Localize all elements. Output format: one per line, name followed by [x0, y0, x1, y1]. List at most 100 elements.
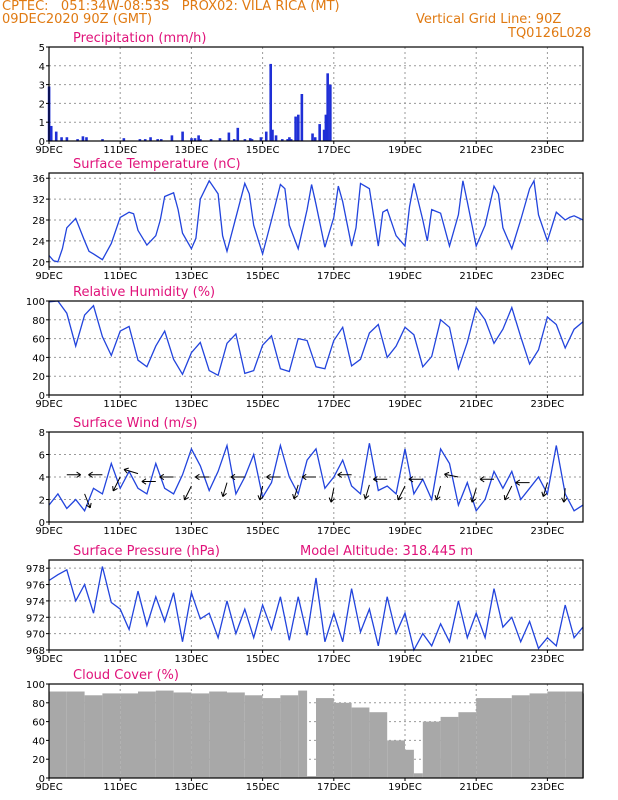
panel-6-bar-28 — [511, 695, 530, 778]
panel-1-bar-41 — [311, 133, 314, 141]
panel-1-bar-9 — [122, 138, 126, 141]
panel-1-bar-38 — [294, 116, 297, 141]
panel-1-title: Precipitation (mm/h) — [73, 31, 206, 46]
panel-1-bar-22 — [218, 138, 222, 141]
panel-4-wind-vector-27 — [541, 482, 548, 498]
panel-1-bar-44 — [322, 129, 326, 141]
panel-6-bar-9 — [209, 691, 227, 778]
panel-4-wind-vector-26 — [515, 479, 530, 486]
panel-2-xtick-label-1: 11DEC — [103, 271, 137, 282]
panel-4-wind-vector-23 — [470, 488, 477, 503]
panel-1-bar-35 — [286, 139, 289, 141]
panel-1-bar-15 — [170, 135, 174, 141]
panel-1-bar-7 — [85, 137, 88, 141]
panel-1-ytick-label-2: 2 — [39, 99, 45, 110]
panel-1-bar-42 — [313, 137, 317, 141]
panel-2-xtick-label-3: 15DEC — [246, 271, 280, 282]
panel-3-ytick-label-1: 20 — [32, 372, 45, 383]
panel-1-bar-47 — [329, 84, 332, 141]
panel-6-bar-11 — [244, 695, 263, 778]
panel-1-bar-32 — [271, 129, 274, 141]
panel-1-ytick-label-3: 3 — [39, 81, 45, 92]
panel-1-xtick-label-2: 13DEC — [175, 145, 209, 156]
panel-1-bar-24 — [232, 139, 236, 141]
panel-4-wind-vector-10 — [230, 473, 245, 481]
panel-2-ytick-label-4: 36 — [32, 174, 45, 185]
panel-6-xtick-label-6: 21DEC — [459, 782, 493, 793]
panel-1-bar-4 — [65, 137, 69, 141]
panel-3-xtick-label-0: 9DEC — [35, 399, 62, 410]
panel-6-xtick-label-1: 11DEC — [103, 782, 137, 793]
panel-4-wind-vector-20 — [408, 476, 423, 483]
panel-2-xtick-label-0: 9DEC — [35, 271, 62, 282]
panel-3-title: Relative Humidity (%) — [73, 285, 215, 300]
panel-4-wind-vector-1 — [84, 493, 92, 509]
panel-6-bar-0 — [49, 691, 67, 778]
panel-4-wind-vector-9 — [220, 482, 228, 498]
panel-6-bar-24 — [440, 716, 459, 778]
panel-5-xtick-label-3: 15DEC — [246, 654, 280, 665]
panel-4-wind-vector-5 — [141, 478, 156, 485]
panel-2-ytick-label-1: 24 — [32, 237, 45, 248]
panel-3-series-line — [48, 300, 584, 377]
date-line: 09DEC2020 90Z (GMT) — [2, 12, 153, 27]
panel-6-bar-30 — [547, 691, 566, 778]
panel-4-xtick-label-0: 9DEC — [35, 526, 62, 537]
panel-6-bar-31 — [565, 691, 583, 778]
panel-4-wind-vector-24 — [479, 476, 494, 483]
panel-4-wind-vector-16 — [337, 471, 352, 478]
panel-4-wind-vector-13 — [292, 484, 299, 500]
panel-2-ytick-label-0: 20 — [32, 258, 45, 269]
panel-4-wind-vector-3 — [112, 476, 121, 492]
panel-6-bar-18 — [351, 707, 370, 778]
panel-6-bar-26 — [476, 698, 494, 778]
panel-6-bar-12 — [262, 698, 281, 778]
panel-4-wind-vector-25 — [503, 485, 513, 501]
panel-6-bar-19 — [369, 712, 388, 778]
panel-1-bar-8 — [101, 139, 104, 141]
station-line: CPTEC: 051:34W-08:53S PROX02: VILA RICA … — [2, 0, 340, 14]
panel-6-xtick-label-4: 17DEC — [317, 782, 351, 793]
panel-6-bar-3 — [102, 693, 121, 778]
panel-1-bar-23 — [227, 132, 231, 141]
panel-1-xtick-label-6: 21DEC — [459, 145, 493, 156]
panel-3-xtick-label-2: 13DEC — [175, 399, 209, 410]
panel-3-ytick-label-2: 40 — [32, 353, 45, 364]
panel-3-xtick-label-3: 15DEC — [246, 399, 280, 410]
panel-3-xtick-label-6: 21DEC — [459, 399, 493, 410]
panel-4-wind-vector-0 — [66, 471, 82, 478]
panel-4-xtick-label-3: 15DEC — [246, 526, 280, 537]
panel-4-wind-vector-19 — [396, 485, 406, 501]
panel-2-series-line — [48, 178, 584, 263]
panel-5-xtick-label-1: 11DEC — [103, 654, 137, 665]
panel-5-xtick-label-0: 9DEC — [35, 654, 62, 665]
panel-1-xtick-label-7: 23DEC — [531, 145, 565, 156]
panel-1-bar-10 — [138, 139, 142, 141]
panel-1-bar-2 — [54, 131, 58, 141]
panel-4-ytick-label-3: 6 — [39, 451, 45, 462]
panel-1-bar-43 — [318, 124, 321, 141]
grid-note: Vertical Grid Line: 90Z — [416, 12, 562, 27]
panel-6-bar-13 — [280, 695, 299, 778]
panel-2-xtick-label-2: 13DEC — [175, 271, 209, 282]
panel-1-bar-26 — [243, 139, 247, 141]
panel-3-ytick-label-5: 100 — [26, 297, 45, 308]
panel-1-bar-14 — [159, 139, 163, 141]
panel-1-bar-40 — [300, 94, 304, 141]
panel-5-ytick-label-0: 968 — [26, 646, 45, 657]
panel-1-bar-29 — [259, 137, 263, 141]
panel-1-xtick-label-5: 19DEC — [388, 145, 422, 156]
panel-1-ytick-label-4: 4 — [39, 62, 45, 73]
panel-1-ytick-label-1: 1 — [39, 118, 45, 129]
panel-6-bar-6 — [155, 690, 174, 778]
panel-1-bar-39 — [297, 114, 300, 141]
panel-6-bar-20 — [387, 740, 405, 778]
panel-3-frame — [48, 300, 584, 396]
panel-6-bar-16 — [316, 698, 334, 778]
panel-2-xtick-label-5: 19DEC — [388, 271, 422, 282]
panel-1-bar-31 — [269, 63, 273, 141]
panel-6-bar-4 — [120, 693, 138, 778]
panel-1-bar-30 — [264, 131, 268, 141]
panel-5-xtick-label-4: 17DEC — [317, 654, 351, 665]
panel-2-xtick-label-4: 17DEC — [317, 271, 351, 282]
